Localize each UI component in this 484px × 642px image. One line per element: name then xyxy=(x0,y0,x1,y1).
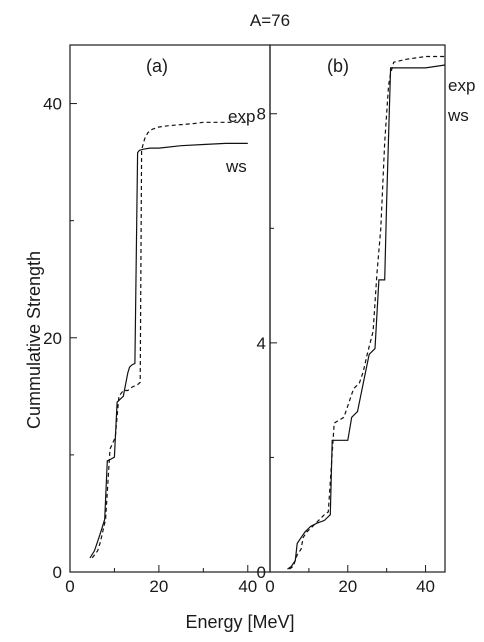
panel-b-series-label-exp: exp xyxy=(448,76,475,95)
panel-a-xtick-label: 40 xyxy=(238,577,257,596)
panel-b-ytick-label: 0 xyxy=(257,563,266,582)
panel-a-series-label-exp: exp xyxy=(228,107,255,126)
panel-b-series-exp xyxy=(289,55,445,570)
panel-a-series-ws xyxy=(89,142,248,559)
panel-b-ytick-label: 4 xyxy=(257,334,266,353)
panel-b-ytick-label: 8 xyxy=(257,105,266,124)
panel-b-label: (b) xyxy=(327,56,349,76)
panel-b-xtick-label: 0 xyxy=(265,577,274,596)
panel-b-series-ws xyxy=(287,64,446,570)
panel-a-ytick-label: 0 xyxy=(53,563,62,582)
panel-a-xtick-label: 0 xyxy=(65,577,74,596)
panel-b: (b) 0 20 40 0 4 8 exp ws xyxy=(257,44,475,596)
panel-a-label: (a) xyxy=(146,56,168,76)
y-axis-label: Cummulative Strength xyxy=(24,251,44,429)
panel-a-ytick-label: 20 xyxy=(43,329,62,348)
panel-a-series-exp xyxy=(91,121,248,559)
panel-b-frame xyxy=(269,44,446,573)
panel-a-ytick-label: 40 xyxy=(43,95,62,114)
panel-b-xtick-label: 40 xyxy=(416,577,435,596)
x-axis-label: Energy [MeV] xyxy=(185,612,294,632)
panel-a-xtick-label: 20 xyxy=(149,577,168,596)
panel-b-series-label-ws: ws xyxy=(447,106,469,125)
figure-title: A=76 xyxy=(250,11,290,30)
panel-b-xtick-label: 20 xyxy=(338,577,357,596)
panel-a-series-label-ws: ws xyxy=(225,157,247,176)
